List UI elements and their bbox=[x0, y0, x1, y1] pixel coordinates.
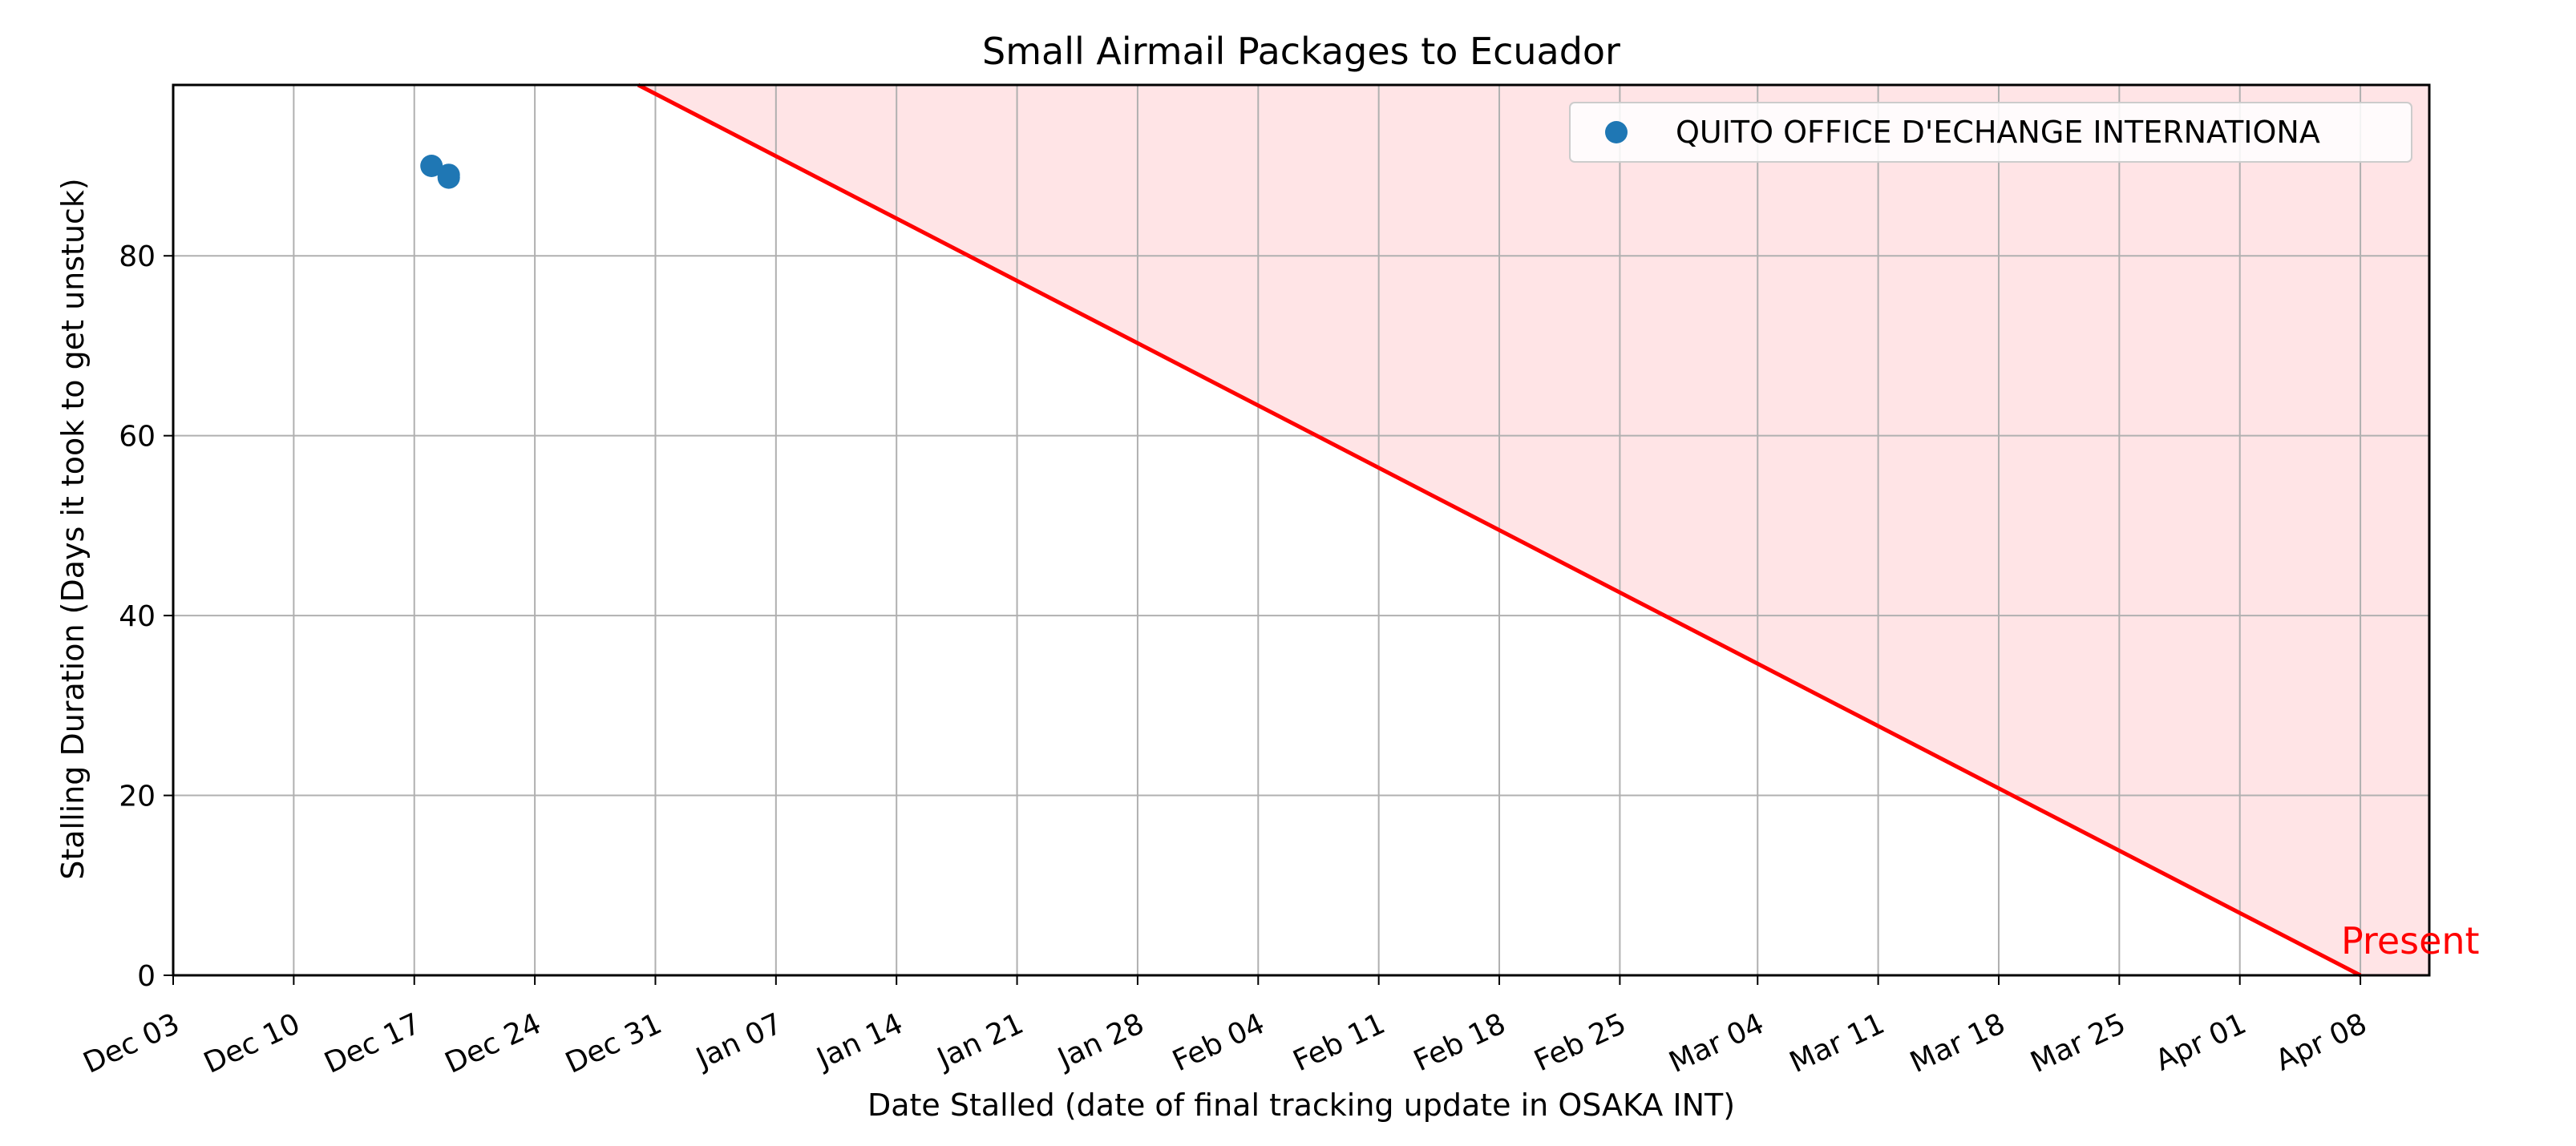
chart-title: Small Airmail Packages to Ecuador bbox=[982, 30, 1620, 73]
y-tick-label: 80 bbox=[119, 240, 156, 273]
y-axis-label: Stalling Duration (Days it took to get u… bbox=[55, 178, 91, 880]
data-point bbox=[437, 166, 460, 189]
shaded-region-layer bbox=[173, 85, 2429, 975]
data-point bbox=[420, 155, 443, 177]
y-tick-label: 40 bbox=[119, 600, 156, 633]
legend: QUITO OFFICE D'ECHANGE INTERNATIONA bbox=[1569, 102, 2412, 163]
y-tick-label: 0 bbox=[137, 960, 156, 993]
data-points-layer bbox=[420, 155, 460, 189]
x-axis-label: Date Stalled (date of final tracking upd… bbox=[867, 1087, 1735, 1123]
y-tick-label: 60 bbox=[119, 421, 156, 454]
legend-box bbox=[1569, 102, 2412, 163]
reference-line bbox=[637, 83, 2362, 978]
y-tick-label: 20 bbox=[119, 781, 156, 813]
present-annotation: Present bbox=[2341, 919, 2480, 962]
axes-layer bbox=[172, 83, 2431, 977]
legend-entry-label: QUITO OFFICE D'ECHANGE INTERNATIONA bbox=[1676, 115, 2320, 150]
plot-frame bbox=[172, 83, 2431, 977]
grid-layer bbox=[172, 85, 2429, 976]
reference-line-layer bbox=[637, 83, 2362, 978]
legend-marker bbox=[1605, 121, 1628, 143]
shaded-region bbox=[637, 85, 2429, 975]
